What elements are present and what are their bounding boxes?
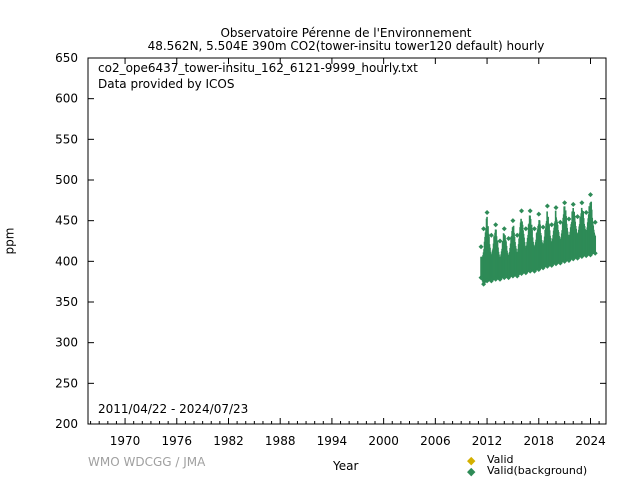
data-point [531,226,537,232]
data-point [510,273,516,279]
data-point [478,244,484,250]
y-tick-label: 500 [55,173,78,187]
x-tick-label: 1970 [110,434,141,448]
data-point [587,192,593,198]
data-point [557,260,563,266]
data-point [497,276,503,282]
legend-symbol-background: ◆ [467,465,476,478]
data-point [493,222,499,228]
x-tick-label: 1982 [213,434,244,448]
data-point [540,265,546,271]
provider-annotation: Data provided by ICOS [98,77,235,91]
x-tick-label: 1994 [317,434,348,448]
y-axis-title: ppm [2,227,17,255]
data-point [553,261,559,267]
data-point [562,200,568,206]
data-point [579,253,585,259]
data-point [527,208,533,214]
data-point [544,263,550,269]
data-point [549,262,555,268]
data-point [536,211,542,217]
y-tick-label: 600 [55,92,78,106]
data-point [488,278,494,284]
x-tick-label: 2000 [368,434,399,448]
data-point [566,216,572,222]
x-axis-title: Year [333,459,359,473]
data-point [544,203,550,209]
data-point [484,210,490,216]
data-point [478,275,484,281]
data-point [501,275,507,281]
y-tick-label: 250 [55,376,78,390]
x-tick-label: 2006 [420,434,451,448]
data-point [523,226,529,232]
chart-subtitle: 48.562N, 5.504E 390m CO2(tower-insitu to… [147,39,545,53]
legend-symbol-valid: ◆ [467,454,476,467]
data-point [553,205,559,211]
data-point [497,238,503,244]
data-point [484,278,490,284]
y-tick-label: 400 [55,254,78,268]
period-annotation: 2011/04/22 - 2024/07/23 [98,402,249,416]
data-point [488,232,494,238]
x-tick-label: 2012 [472,434,503,448]
data-point [514,232,520,238]
data-point [570,201,576,207]
data-point [583,210,589,216]
data-point [575,214,581,220]
y-tick-label: 550 [55,132,78,146]
data-point [510,218,516,224]
data-point [570,256,576,262]
y-tick-label: 450 [55,214,78,228]
data-point [592,219,598,225]
data-point [481,226,487,232]
data-point [536,266,542,272]
data-point [527,268,533,274]
data-point [519,208,525,214]
file-annotation: co2_ope6437_tower-insitu_162_6121-9999_h… [98,61,418,75]
chart-title: Observatoire Pérenne de l'Environnement [220,26,472,40]
data-point [514,273,520,279]
y-tick-label: 200 [55,417,78,431]
data-point [493,276,499,282]
x-tick-label: 1976 [162,434,193,448]
legend-label-background: Valid(background) [487,464,588,477]
data-point [566,258,572,264]
x-tick-label: 2024 [575,434,606,448]
data-point [519,271,525,277]
data-point [562,258,568,264]
data-point [587,252,593,258]
data-point [557,219,563,225]
plot-frame [87,57,607,425]
data-point [540,224,546,230]
data-point [531,268,537,274]
y-tick-label: 350 [55,295,78,309]
wmo-credit: WMO WDCGG / JMA [88,455,206,469]
data-point [579,200,585,206]
data-point [506,236,512,242]
y-tick-label: 300 [55,336,78,350]
x-tick-label: 2018 [523,434,554,448]
data-point [592,250,598,256]
y-tick-label: 650 [55,51,78,65]
data-point [506,275,512,281]
legend-label-valid: Valid [487,453,514,466]
data-point [549,222,555,228]
data-point [583,253,589,259]
data-point [501,226,507,232]
x-tick-label: 1988 [265,434,296,448]
data-point [481,281,487,287]
data-point [575,255,581,261]
data-point [523,270,529,276]
